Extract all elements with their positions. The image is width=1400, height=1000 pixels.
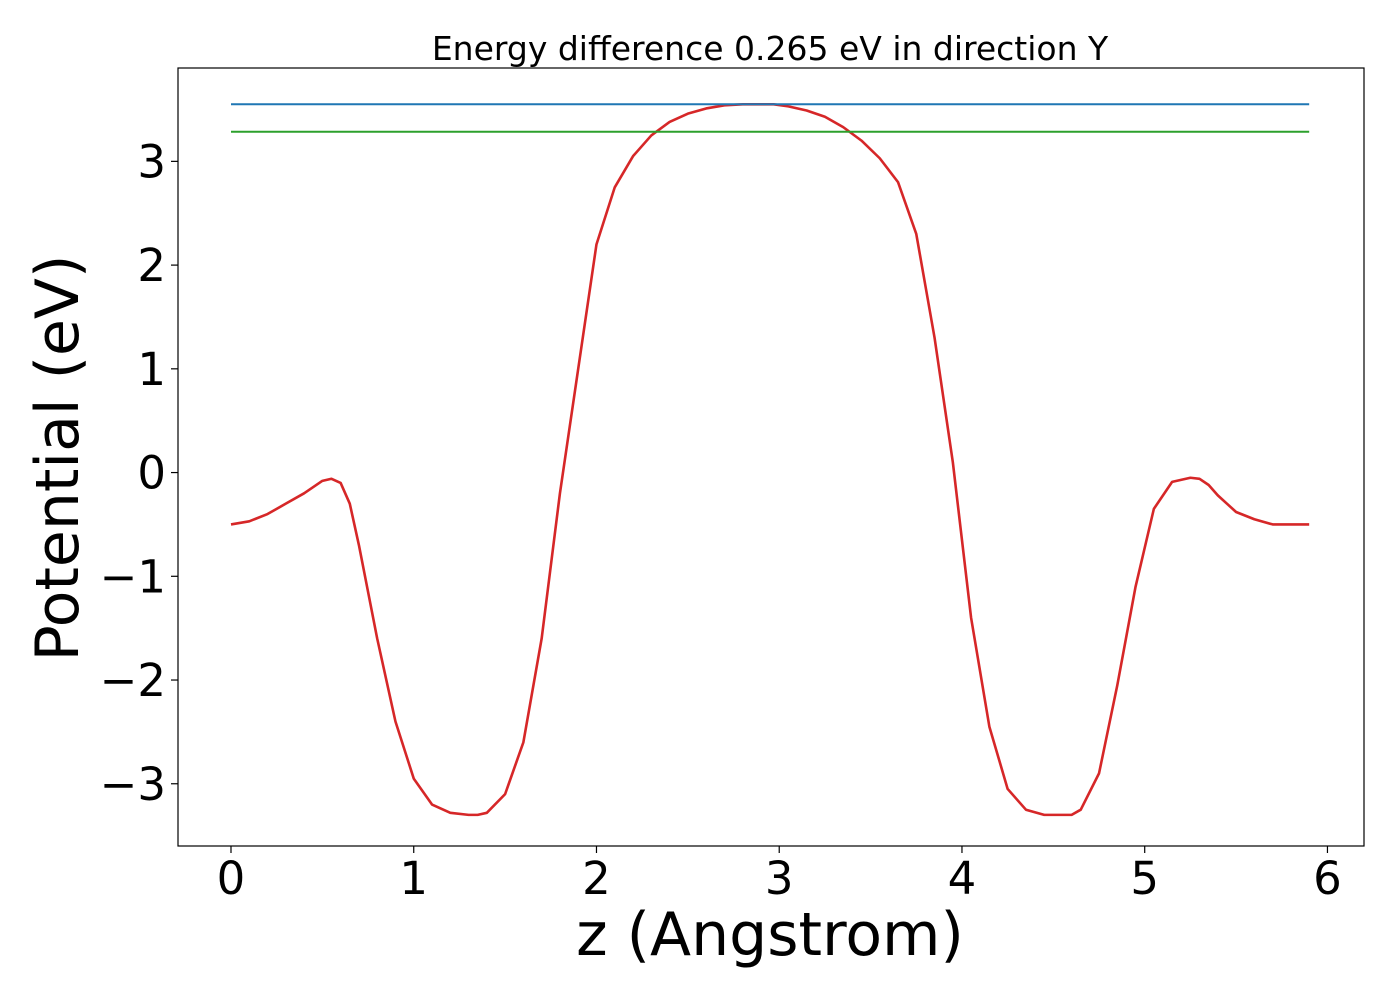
- chart-title: Energy difference 0.265 eV in direction …: [432, 29, 1109, 68]
- x-tick-label: 4: [948, 852, 977, 905]
- y-tick-label: −1: [100, 550, 166, 603]
- y-tick-label: −3: [100, 758, 166, 811]
- y-tick-label: 1: [137, 343, 166, 396]
- x-tick-label: 0: [217, 852, 246, 905]
- x-tick-label: 3: [765, 852, 794, 905]
- x-tick-label: 2: [582, 852, 611, 905]
- x-tick-label: 5: [1130, 852, 1159, 905]
- x-axis-label: z (Angstrom): [576, 900, 964, 970]
- y-tick-label: −2: [100, 654, 166, 707]
- potential-curve-line: [230, 103, 1310, 817]
- y-tick-label: 0: [137, 447, 166, 500]
- y-tick-label: 2: [137, 239, 166, 292]
- plot-frame: [177, 67, 1365, 847]
- y-tick-label: 3: [137, 135, 166, 188]
- y-axis-label: Potential (eV): [23, 255, 93, 662]
- y-axis-ticks: −3 −2 −1 0 1 2 3: [100, 135, 178, 811]
- x-tick-label: 6: [1313, 852, 1342, 905]
- x-axis-ticks: 0 1 2 3 4 5 6: [217, 846, 1342, 905]
- x-tick-label: 1: [399, 852, 428, 905]
- series-layer: [230, 103, 1310, 817]
